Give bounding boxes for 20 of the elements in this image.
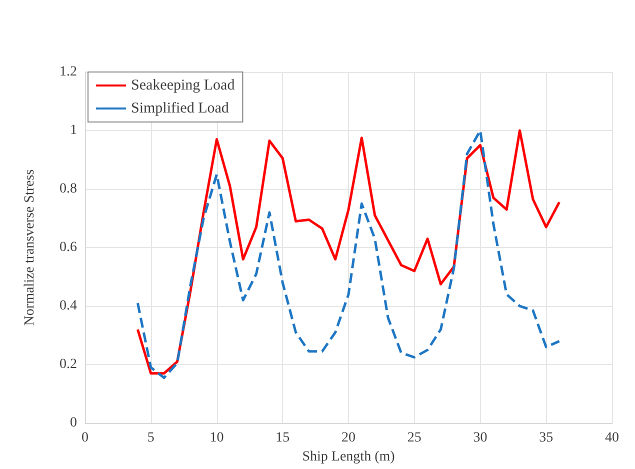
y-tick-label: 1 [70,123,77,138]
x-axis-title: Ship Length (m) [302,450,396,464]
y-tick-label: 0.6 [60,240,77,256]
x-tick-label: 15 [276,430,290,446]
y-tick-label: 1.2 [60,64,77,80]
x-tick-label: 10 [210,430,224,446]
x-tick-label: 30 [473,430,488,446]
x-tick-label: 20 [342,430,356,446]
y-tick-label: 0.2 [60,357,77,372]
legend-label: Simplified Load [131,100,230,116]
x-tick-label: 40 [605,430,619,446]
x-tick-label: 35 [539,430,554,446]
y-tick-label: 0 [70,416,77,431]
x-tick-label: 5 [147,430,154,446]
y-tick-label: 0.4 [60,298,77,314]
legend-label: Seakeeping Load [131,78,236,94]
x-tick-label: 0 [82,430,88,446]
y-tick-label: 0.8 [60,182,77,197]
x-tick-label: 25 [407,430,422,446]
y-axis-title: Normalize transverse Stress [22,169,38,326]
